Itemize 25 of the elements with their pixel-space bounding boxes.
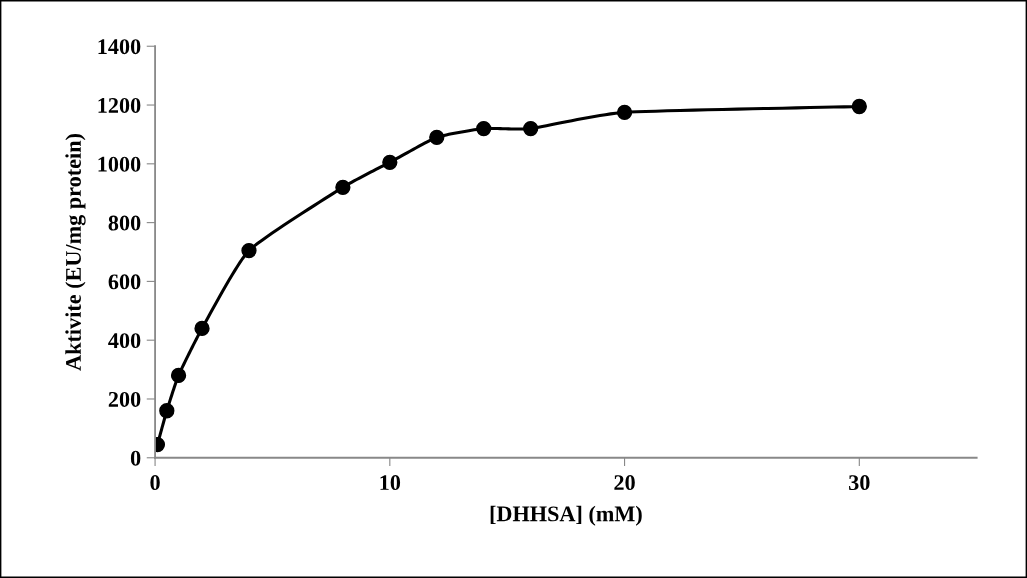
y-tick-label: 800 [108,215,141,231]
y-tick-label: 600 [108,274,141,290]
point [241,242,257,259]
y-axis-title: Aktivite (EU/mg protein) [65,134,86,371]
x-tick-label: 0 [150,475,160,491]
point [382,154,398,170]
y-tick-label: 400 [108,333,141,349]
point [335,179,351,195]
y-tick-label: 1200 [98,97,141,113]
point [170,367,187,384]
y-tick-label: 1000 [98,156,141,172]
x-tick-label: 30 [849,475,870,491]
point [616,104,633,121]
point [851,98,867,115]
point [523,120,539,137]
x-tick-label: 10 [380,475,401,491]
point [159,403,175,419]
x-axis-title: [DHHSA] (mM) [490,505,642,526]
y-tick-label: 1400 [98,39,141,55]
point [194,320,210,337]
point [429,129,445,146]
x-tick-label: 20 [614,475,635,491]
y-tick-label: 0 [130,450,141,466]
y-tick-label: 200 [108,391,141,407]
point [476,120,492,137]
